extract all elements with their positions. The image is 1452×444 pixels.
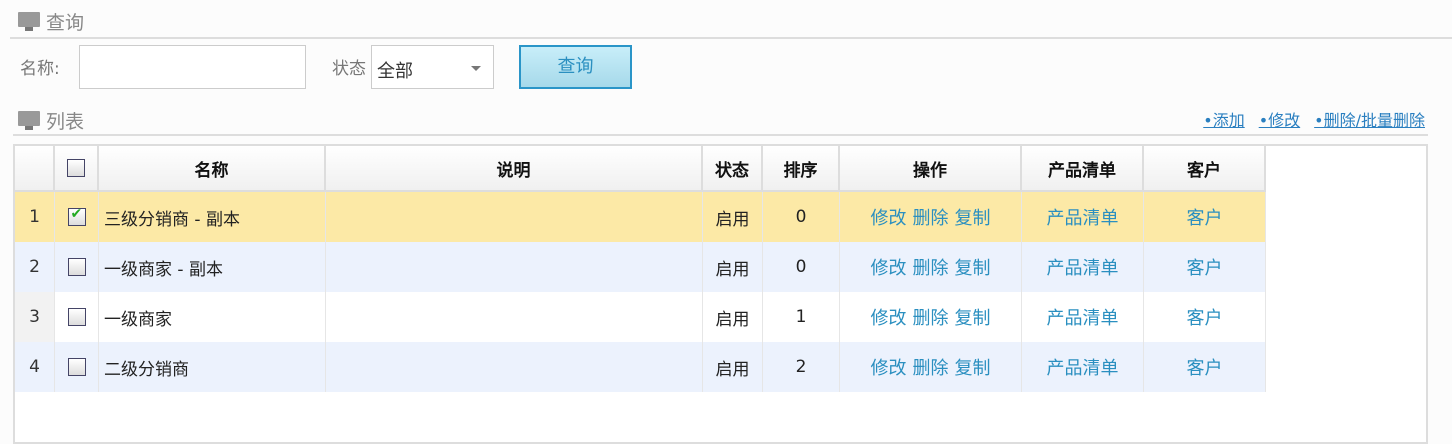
row-customer: 客户 — [1144, 192, 1266, 242]
name-input[interactable] — [79, 45, 306, 89]
row-number: 1 — [15, 192, 55, 242]
search-section-title: 查询 — [18, 8, 84, 35]
row-name: 一级商家 — [99, 292, 326, 342]
row-checkbox-cell — [55, 342, 99, 392]
table-row[interactable]: 3 一级商家 启用 1 修改 删除 复制 产品清单 客户 — [15, 292, 1266, 342]
monitor-icon — [18, 11, 40, 32]
row-checkbox-cell — [55, 292, 99, 342]
search-title-text: 查询 — [46, 12, 85, 34]
products-link[interactable]: 产品清单 — [1046, 308, 1119, 329]
list-section-title: 列表 — [18, 107, 84, 134]
products-link[interactable]: 产品清单 — [1046, 358, 1119, 379]
row-desc — [326, 342, 703, 392]
row-status: 启用 — [703, 192, 763, 242]
monitor-icon — [18, 110, 40, 131]
edit-link[interactable]: 修改 — [870, 308, 907, 329]
customer-link[interactable]: 客户 — [1186, 258, 1223, 279]
row-order: 0 — [763, 192, 840, 242]
customer-link[interactable]: 客户 — [1186, 308, 1223, 329]
row-checkbox-cell — [55, 192, 99, 242]
products-link[interactable]: 产品清单 — [1046, 258, 1119, 279]
name-label: 名称: — [20, 59, 60, 79]
header-customer: 客户 — [1144, 146, 1266, 190]
divider — [13, 134, 1428, 136]
delete-link[interactable]: 删除 — [912, 308, 949, 329]
row-checkbox[interactable] — [67, 308, 86, 326]
row-number: 3 — [15, 292, 55, 342]
add-link[interactable]: •添加 — [1203, 111, 1245, 130]
chevron-down-icon — [471, 66, 481, 71]
edit-link[interactable]: 修改 — [870, 358, 907, 379]
row-name: 二级分销商 — [99, 342, 326, 392]
table-header: 名称 说明 状态 排序 操作 产品清单 客户 — [15, 146, 1266, 192]
row-products: 产品清单 — [1022, 292, 1144, 342]
header-order[interactable]: 排序 — [763, 146, 840, 190]
row-products: 产品清单 — [1022, 242, 1144, 292]
delete-link[interactable]: 删除 — [912, 258, 949, 279]
data-table: 名称 说明 状态 排序 操作 产品清单 客户 1 三级分销商 - 副本 启用 0… — [13, 144, 1428, 444]
header-name[interactable]: 名称 — [99, 146, 326, 190]
row-products: 产品清单 — [1022, 342, 1144, 392]
row-ops: 修改 删除 复制 — [840, 242, 1022, 292]
row-desc — [326, 292, 703, 342]
copy-link[interactable]: 复制 — [954, 208, 991, 229]
copy-link[interactable]: 复制 — [954, 308, 991, 329]
row-status: 启用 — [703, 342, 763, 392]
row-number: 4 — [15, 342, 55, 392]
row-checkbox[interactable] — [67, 258, 86, 276]
row-status: 启用 — [703, 292, 763, 342]
row-customer: 客户 — [1144, 292, 1266, 342]
query-button[interactable]: 查询 — [519, 45, 632, 89]
row-checkbox[interactable] — [67, 358, 86, 376]
delete-link[interactable]: 删除 — [912, 208, 949, 229]
row-order: 0 — [763, 242, 840, 292]
status-select-value: 全部 — [377, 61, 413, 82]
list-title-text: 列表 — [46, 111, 85, 133]
row-desc — [326, 192, 703, 242]
table-row[interactable]: 4 二级分销商 启用 2 修改 删除 复制 产品清单 客户 — [15, 342, 1266, 392]
row-ops: 修改 删除 复制 — [840, 292, 1022, 342]
row-checkbox-cell — [55, 242, 99, 292]
divider — [10, 37, 1452, 39]
delete-link[interactable]: 删除 — [912, 358, 949, 379]
header-ops: 操作 — [840, 146, 1022, 190]
copy-link[interactable]: 复制 — [954, 258, 991, 279]
row-ops: 修改 删除 复制 — [840, 192, 1022, 242]
select-all-checkbox[interactable] — [67, 159, 85, 177]
edit-link[interactable]: •修改 — [1258, 111, 1301, 130]
header-select-all — [55, 146, 99, 190]
row-status: 启用 — [703, 242, 763, 292]
list-actions: •添加 •修改 •删除/批量删除 — [1203, 107, 1425, 131]
row-customer: 客户 — [1144, 342, 1266, 392]
header-rownum — [15, 146, 55, 190]
header-desc[interactable]: 说明 — [326, 146, 703, 190]
row-name: 三级分销商 - 副本 — [99, 192, 326, 242]
header-products: 产品清单 — [1022, 146, 1144, 190]
edit-link[interactable]: 修改 — [870, 208, 907, 229]
row-order: 1 — [763, 292, 840, 342]
delete-link[interactable]: •删除/批量删除 — [1314, 111, 1425, 130]
row-checkbox[interactable] — [67, 206, 86, 226]
header-status[interactable]: 状态 — [703, 146, 763, 190]
row-order: 2 — [763, 342, 840, 392]
status-label: 状态 — [332, 59, 366, 79]
row-products: 产品清单 — [1022, 192, 1144, 242]
row-ops: 修改 删除 复制 — [840, 342, 1022, 392]
row-number: 2 — [15, 242, 55, 292]
copy-link[interactable]: 复制 — [954, 358, 991, 379]
edit-link[interactable]: 修改 — [870, 258, 907, 279]
status-select[interactable]: 全部 — [371, 45, 494, 89]
row-desc — [326, 242, 703, 292]
customer-link[interactable]: 客户 — [1186, 208, 1223, 229]
table-row[interactable]: 2 一级商家 - 副本 启用 0 修改 删除 复制 产品清单 客户 — [15, 242, 1266, 292]
row-name: 一级商家 - 副本 — [99, 242, 326, 292]
customer-link[interactable]: 客户 — [1186, 358, 1223, 379]
row-customer: 客户 — [1144, 242, 1266, 292]
products-link[interactable]: 产品清单 — [1046, 208, 1119, 229]
